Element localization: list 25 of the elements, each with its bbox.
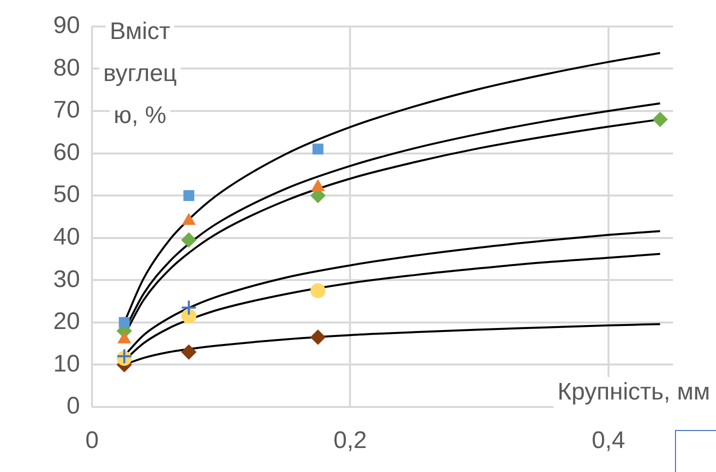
point: [310, 283, 326, 298]
point: [181, 232, 196, 248]
point: [181, 308, 196, 324]
y-tick-label: 50: [53, 181, 80, 208]
x-tick-label: 0,2: [334, 427, 367, 454]
y-tick-label: 60: [53, 138, 80, 166]
y-tick-label: 30: [53, 266, 80, 293]
point: [118, 316, 130, 328]
x-axis-title: Крупність, мм: [558, 378, 710, 406]
point: [183, 190, 194, 202]
y-tick-label: 10: [53, 350, 80, 378]
y-tick-label: 90: [53, 12, 80, 40]
point: [310, 330, 326, 345]
y-tick-label: 80: [53, 54, 80, 82]
y-axis-title: Вміст вуглецю, %: [103, 18, 178, 130]
point: [180, 300, 197, 316]
point: [181, 344, 196, 360]
y-tick-label: 0: [66, 392, 80, 420]
x-tick-label: 0,4: [592, 427, 626, 454]
y-tick-label: 70: [53, 96, 80, 124]
y-tick-label: 20: [53, 308, 80, 336]
y-tick-label: 40: [53, 223, 80, 250]
x-tick-label: 0: [85, 427, 99, 454]
point: [652, 112, 668, 127]
point: [312, 144, 324, 154]
